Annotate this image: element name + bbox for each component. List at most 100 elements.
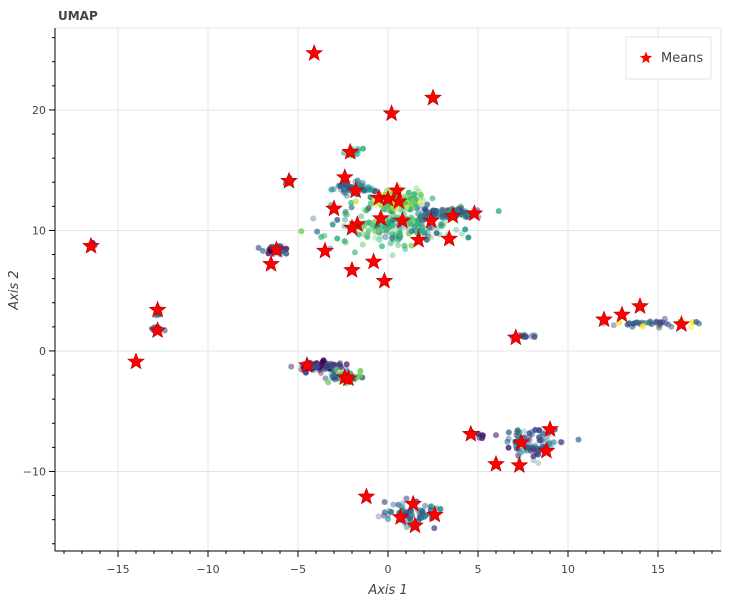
mean-star-marker — [443, 206, 462, 224]
data-point — [328, 186, 335, 193]
data-point — [465, 234, 472, 241]
data-point — [458, 230, 465, 237]
data-point — [411, 191, 418, 198]
mean-star-marker — [316, 241, 334, 259]
data-point — [431, 525, 438, 532]
y-axis-title: Axis 2 — [7, 270, 22, 310]
data-point — [372, 234, 379, 241]
data-point — [544, 437, 551, 444]
data-point — [395, 501, 402, 508]
data-point — [438, 221, 445, 228]
data-point — [382, 234, 389, 241]
data-point — [368, 200, 375, 207]
data-point — [317, 369, 324, 376]
data-point — [369, 223, 376, 230]
data-point — [329, 221, 336, 228]
x-axis-title: Axis 1 — [367, 583, 407, 598]
mean-star-marker — [298, 356, 316, 373]
data-point — [453, 226, 460, 233]
mean-star-marker — [346, 181, 365, 199]
data-point — [493, 432, 500, 439]
data-point — [439, 206, 446, 213]
data-point — [395, 236, 402, 243]
data-point — [519, 448, 526, 455]
data-point — [354, 373, 361, 380]
data-point — [427, 506, 434, 513]
data-point — [454, 206, 461, 213]
data-point — [255, 244, 262, 251]
data-point — [351, 249, 358, 256]
data-point — [367, 186, 374, 193]
data-point — [419, 228, 426, 235]
data-point — [354, 177, 361, 184]
data-point — [378, 243, 385, 250]
data-point — [428, 502, 435, 509]
data-point — [342, 216, 349, 223]
data-point — [302, 369, 309, 376]
data-point — [515, 429, 522, 436]
mean-star-marker — [82, 236, 100, 254]
data-point — [388, 508, 395, 515]
mean-star-marker — [487, 454, 505, 472]
data-point — [369, 219, 376, 226]
data-point — [365, 219, 372, 226]
data-point — [505, 435, 512, 442]
data-point — [435, 209, 442, 216]
data-point — [419, 508, 426, 515]
data-point — [693, 318, 700, 325]
data-point — [389, 234, 396, 241]
grid-lines — [55, 28, 721, 551]
mean-star-marker — [127, 352, 145, 370]
legend: Means — [625, 36, 712, 80]
data-point — [348, 204, 355, 211]
data-point — [550, 439, 557, 446]
data-point — [343, 211, 350, 218]
mean-star-marker — [382, 104, 401, 122]
data-point — [360, 145, 367, 152]
mean-star-marker — [406, 516, 424, 534]
x-tick-label: −5 — [290, 563, 306, 576]
data-point — [479, 435, 486, 442]
mean-star-marker — [370, 188, 388, 206]
mean-star-marker — [465, 204, 484, 222]
data-point — [401, 242, 408, 249]
data-point — [318, 362, 325, 369]
mean-star-marker — [262, 254, 280, 272]
data-point — [610, 322, 617, 329]
data-point — [348, 199, 355, 206]
mean-star-marker — [424, 88, 442, 106]
data-point — [354, 150, 361, 157]
data-point — [394, 237, 401, 244]
data-point — [495, 208, 502, 215]
data-point — [418, 515, 425, 522]
y-tick-label: 10 — [32, 224, 46, 237]
mean-star-marker — [148, 300, 167, 318]
data-point — [408, 512, 415, 519]
data-point — [526, 430, 533, 437]
data-point — [517, 449, 524, 456]
data-point — [332, 376, 339, 383]
axes: −15 −10 −5 0 5 10 15 −10 0 10 20 — [23, 28, 721, 576]
mean-star-marker — [148, 321, 167, 339]
mean-star-marker — [335, 168, 354, 185]
data-point — [433, 230, 440, 237]
data-point — [414, 221, 421, 228]
data-point — [361, 206, 368, 213]
data-point — [407, 221, 414, 228]
mean-star-marker — [631, 297, 649, 314]
data-point — [505, 444, 512, 451]
data-point — [341, 223, 348, 230]
data-point — [462, 226, 469, 233]
data-point — [409, 216, 416, 223]
data-point — [383, 226, 390, 233]
data-point — [334, 216, 341, 223]
data-point — [385, 206, 392, 213]
data-point — [410, 205, 417, 212]
data-point — [531, 333, 538, 340]
data-point — [639, 323, 646, 330]
y-tick-label: 0 — [39, 345, 46, 358]
data-point — [343, 361, 350, 368]
data-point — [530, 453, 537, 460]
data-point — [357, 367, 364, 374]
